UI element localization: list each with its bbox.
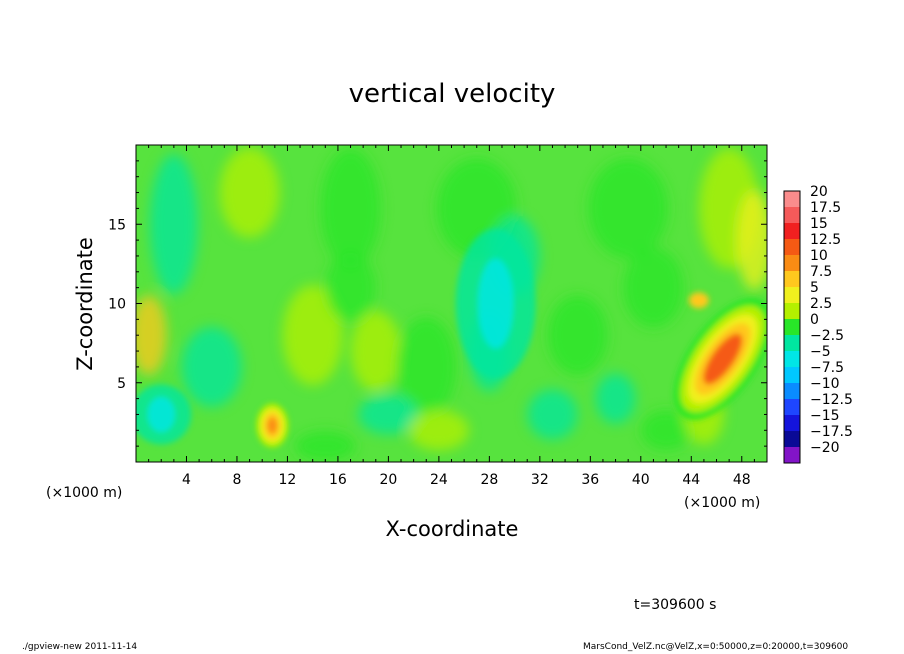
heatmap-field [136, 145, 767, 462]
footer-right: MarsCond_VelZ.nc@VelZ,x=0:50000,z=0:2000… [583, 642, 849, 652]
colorbar-label: −15 [810, 408, 840, 424]
field-patch [282, 285, 343, 386]
x-unit-label: (×1000 m) [46, 485, 122, 501]
colorbar-label: 7.5 [810, 264, 832, 280]
contour-level [688, 292, 709, 309]
x-axis: 4 8 12 16 20 24 28 32 36 40 44 48 [148, 145, 755, 488]
field-patch [408, 410, 469, 451]
x-tick-label: 8 [232, 472, 241, 488]
colorbar-bin [784, 415, 800, 432]
x-tick-label: 48 [733, 472, 751, 488]
x-tick-label: 28 [480, 472, 498, 488]
y-tick-label: 15 [108, 217, 126, 233]
colorbar-bin [784, 367, 800, 384]
field-patch [320, 148, 381, 269]
colorbar-bin [784, 223, 800, 240]
field-patch [325, 252, 376, 323]
downdraft-feature [147, 396, 176, 433]
colorbar-label: −20 [810, 440, 840, 456]
colorbar-bin [784, 271, 800, 288]
colorbar-bin [784, 319, 800, 336]
y-tick-label: 5 [117, 376, 126, 392]
field-patch [588, 158, 669, 259]
x-unit-label-right: (×1000 m) [684, 495, 760, 511]
colorbar-label: 0 [810, 312, 819, 328]
colorbar-bin [784, 191, 800, 208]
colorbar-bin [784, 255, 800, 272]
field-patch [136, 295, 167, 376]
colorbar-bin [784, 351, 800, 368]
field-patch [641, 410, 692, 451]
x-tick-label: 4 [182, 472, 191, 488]
field-patch [527, 389, 578, 440]
colorbar-label: 20 [810, 184, 828, 200]
chart-title: vertical velocity [349, 79, 556, 109]
colorbar-bin [784, 335, 800, 352]
colorbar-label: −2.5 [810, 328, 844, 344]
field-patch [358, 394, 419, 435]
y-axis-label: Z-coordinate [73, 237, 97, 371]
field-patch [396, 316, 457, 417]
x-tick-label: 20 [379, 472, 397, 488]
field-patch [219, 147, 280, 238]
colorbar-frame [783, 190, 801, 464]
colorbar: 2017.51512.5107.552.50−2.5−5−7.5−10−12.5… [783, 184, 853, 464]
colorbar-bin [784, 287, 800, 304]
x-tick-label: 24 [430, 472, 448, 488]
x-axis-label: X-coordinate [386, 517, 519, 541]
footer-left: ./gpview-new 2011-11-14 [22, 642, 138, 652]
colorbar-label: −7.5 [810, 360, 844, 376]
colorbar-label: 10 [810, 248, 828, 264]
colorbar-bin [784, 447, 800, 464]
time-annotation: t=309600 s [634, 597, 716, 613]
field-patch [350, 311, 401, 392]
x-tick-label: 16 [329, 472, 347, 488]
colorbar-label: 5 [810, 280, 819, 296]
updraft-feature [673, 298, 767, 420]
colorbar-label: 15 [810, 216, 828, 232]
colorbar-label: −10 [810, 376, 840, 392]
field-patch [623, 247, 684, 328]
colorbar-bin [784, 399, 800, 416]
colorbar-label: −5 [810, 344, 831, 360]
colorbar-label: −17.5 [810, 424, 853, 440]
field-patch [736, 190, 767, 291]
x-tick-label: 36 [581, 472, 599, 488]
field-patch [181, 326, 242, 407]
x-tick-label: 12 [279, 472, 297, 488]
colorbar-bin [784, 383, 800, 400]
colorbar-label: 12.5 [810, 232, 841, 248]
colorbar-bin [784, 239, 800, 256]
colorbar-label: −12.5 [810, 392, 853, 408]
downdraft-feature [477, 258, 514, 349]
contour-level [703, 333, 743, 385]
y-tick-label: 10 [108, 297, 126, 313]
colorbar-bin [784, 431, 800, 448]
colorbar-bin [784, 207, 800, 224]
updraft-feature [267, 417, 278, 434]
field-patch [595, 373, 636, 424]
field-patch [547, 295, 608, 376]
x-tick-label: 44 [682, 472, 700, 488]
y-axis: 5 10 15 [108, 160, 767, 447]
x-tick-label: 40 [632, 472, 650, 488]
x-tick-label: 32 [531, 472, 549, 488]
colorbar-bin [784, 303, 800, 320]
colorbar-label: 2.5 [810, 296, 832, 312]
field-patch [149, 154, 198, 295]
field-patch [295, 431, 356, 462]
colorbar-label: 17.5 [810, 200, 841, 216]
